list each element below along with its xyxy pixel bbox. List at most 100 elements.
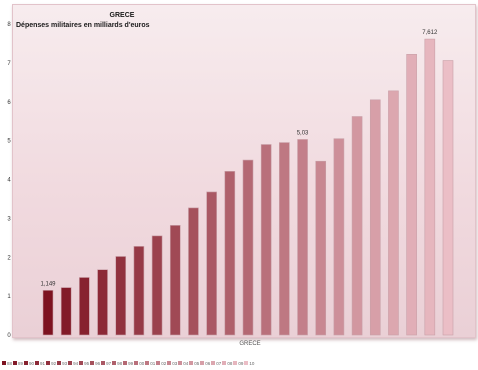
y-tick-label: 5 [7,139,11,145]
bar [297,139,308,336]
legend-swatch [123,361,128,365]
legend-item: 90 [24,358,34,368]
legend-label: 97 [106,360,112,366]
legend-item: 04 [178,358,188,368]
y-tick-label: 6 [7,100,11,106]
legend-swatch [145,361,150,365]
data-label: 7,612 [422,30,438,36]
legend-item: 96 [90,358,100,368]
legend-label: 10 [249,360,255,366]
legend-label: 94 [73,360,79,366]
y-tick-label: 4 [7,178,11,184]
legend-label: 93 [62,360,68,366]
y-tick-label: 8 [7,22,11,28]
bar [42,290,54,336]
bar [242,159,254,336]
bar [97,269,108,336]
legend-swatch [233,361,238,365]
legend-swatch [167,361,172,365]
legend-label: 98 [117,360,123,366]
legend-label: 01 [150,360,156,366]
legend-label: 89 [18,360,24,366]
legend-swatch [101,361,106,365]
legend-label: 06 [205,360,211,366]
chart-title: GRECE [109,12,135,19]
legend-swatch [2,361,6,365]
legend-label: 08 [227,360,233,366]
legend-label: 99 [128,360,134,366]
legend-label: 91 [40,360,46,366]
legend-label: 02 [161,360,167,366]
legend-swatch [90,361,95,365]
legend-swatch [79,361,84,365]
bar [388,90,399,336]
legend-item: 10 [244,358,254,368]
bar [279,142,290,336]
bar [369,99,381,336]
legend-swatch [200,361,205,365]
bar [79,277,90,336]
legend-item: 08 [222,358,232,368]
legend-item: 98 [112,358,122,368]
y-axis-tick-labels: 0 1 2 3 4 5 6 7 8 [7,22,11,339]
legend-label: 07 [216,360,222,366]
legend-swatch [156,361,161,365]
data-labels: 1,149 5,03 7,612 [40,30,437,287]
legend-item: 09 [233,358,243,368]
bar [133,246,145,336]
legend-item: 99 [123,358,133,368]
legend-label: 05 [194,360,200,366]
legend-swatch [13,361,18,365]
legend-swatch [24,361,29,365]
legend-item: 97 [101,358,111,368]
legend-item: 91 [35,358,45,368]
bar [315,160,327,336]
y-tick-label: 3 [7,216,11,222]
legend-item: 95 [79,358,89,368]
legend-swatch [244,361,249,365]
legend-swatch [134,361,139,365]
legend-swatch [112,361,117,365]
legend-item: 07 [211,358,221,368]
legend-item: 02 [156,358,166,368]
legend-label: 03 [172,360,178,366]
legend-item: 00 [134,358,144,368]
legend: 88 89 90 91 92 93 94 95 96 97 98 99 00 01 02 03 04 05 06 07… [2,358,478,368]
bars [42,38,454,336]
legend-label: 92 [51,360,57,366]
data-label: 5,03 [297,130,309,136]
legend-label: 95 [84,360,90,366]
y-tick-label: 2 [7,255,11,261]
bar [60,287,72,336]
legend-swatch [178,361,183,365]
chart-subtitle: Dépenses militaires en milliards d'euros [16,22,150,29]
legend-label: 00 [139,360,145,366]
legend-swatch [46,361,51,365]
y-tick-label: 0 [7,333,11,339]
bar [442,60,454,336]
bar [260,144,272,336]
legend-swatch [35,361,40,365]
legend-item: 01 [145,358,155,368]
legend-label: 96 [95,360,101,366]
bar [406,54,417,336]
bar [169,225,181,336]
legend-item: 94 [68,358,78,368]
legend-item: 92 [46,358,56,368]
legend-item: 89 [13,358,23,368]
legend-item: 93 [57,358,67,368]
x-axis-label: GRECE [239,341,261,347]
bar [424,38,436,336]
legend-item: 03 [167,358,177,368]
bar [115,256,127,336]
bar [333,138,345,336]
legend-label: 09 [238,360,244,366]
legend-swatch [222,361,227,365]
bar [188,207,199,336]
legend-label: 90 [29,360,35,366]
legend-item: 88 [2,358,12,368]
legend-swatch [57,361,62,365]
bar [206,191,217,336]
